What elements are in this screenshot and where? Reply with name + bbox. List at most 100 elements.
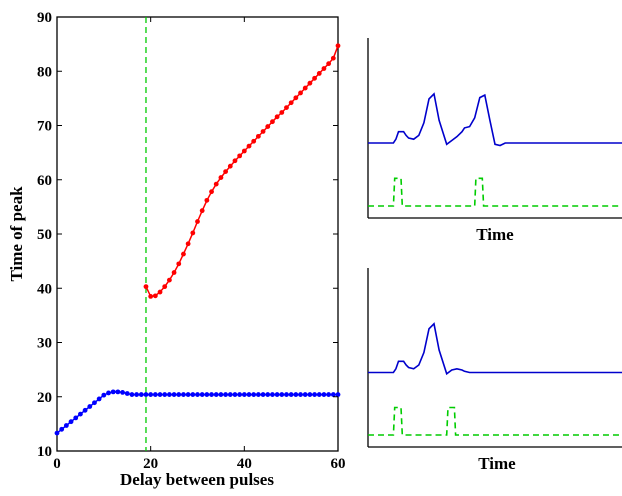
trace-plot-top: Time: [367, 38, 622, 244]
data-point: [288, 392, 294, 397]
trace-top-series: [368, 92, 622, 207]
data-point: [316, 392, 322, 397]
data-point: [54, 430, 60, 436]
data-point: [293, 95, 299, 101]
data-point: [302, 85, 308, 91]
data-point: [232, 392, 238, 397]
data-point: [270, 119, 275, 125]
data-point: [124, 391, 130, 396]
data-point: [115, 389, 121, 395]
data-point: [241, 392, 247, 397]
data-point: [260, 392, 266, 397]
data-point: [265, 392, 271, 397]
y-tick-label: 90: [37, 10, 52, 26]
y-tick-label: 70: [37, 119, 52, 135]
y-tick-label: 60: [37, 173, 52, 189]
response-trace-line: [368, 322, 622, 376]
data-point: [288, 100, 294, 106]
response-trace-line: [368, 92, 622, 147]
data-point: [181, 392, 186, 397]
data-point: [284, 392, 289, 397]
y-tick-label: 80: [37, 64, 52, 80]
data-point: [181, 251, 186, 257]
data-point: [148, 392, 154, 397]
data-point: [237, 392, 243, 397]
data-point: [120, 390, 125, 395]
data-point: [270, 392, 275, 397]
data-point: [321, 66, 327, 71]
data-point: [190, 392, 196, 397]
data-point: [265, 124, 271, 129]
trace-top-x-label: Time: [476, 225, 514, 244]
data-point: [223, 392, 229, 397]
data-point: [204, 197, 210, 203]
y-tick-label: 50: [37, 227, 52, 243]
data-point: [199, 208, 205, 214]
data-point: [260, 129, 266, 134]
data-point: [284, 105, 289, 110]
data-point: [293, 392, 299, 397]
data-point: [167, 277, 172, 283]
data-point: [157, 392, 163, 397]
data-point: [213, 181, 219, 187]
data-point: [110, 389, 116, 395]
trace-bottom-series: [368, 322, 622, 436]
data-point: [218, 392, 224, 397]
trace-plot-bottom: Time: [367, 268, 622, 473]
x-tick-label: 0: [53, 456, 61, 472]
data-point: [152, 392, 158, 397]
data-point: [204, 392, 210, 397]
y-tick-label: 20: [37, 390, 52, 406]
data-point: [312, 392, 317, 397]
data-point: [298, 90, 303, 96]
data-point: [232, 158, 238, 164]
data-point: [223, 169, 229, 175]
data-point: [335, 43, 341, 49]
data-point: [101, 392, 107, 398]
y-tick-label: 40: [37, 281, 52, 297]
data-point: [162, 284, 168, 290]
data-point: [307, 392, 313, 397]
data-point: [330, 55, 336, 61]
data-point: [171, 392, 177, 397]
data-point: [246, 143, 252, 149]
data-point: [176, 392, 182, 397]
data-point: [298, 392, 303, 397]
main-plot-x-ticks: 0 20 40 60: [53, 17, 346, 472]
x-tick-label: 40: [237, 456, 252, 472]
data-point: [227, 163, 233, 169]
main-y-axis-label: Time of peak: [7, 186, 26, 282]
data-point: [78, 411, 83, 417]
data-point: [129, 392, 135, 397]
data-point: [190, 230, 196, 236]
data-point: [143, 392, 149, 397]
main-plot-y-ticks: 10 20 30 40 50 60 70 80 90: [37, 10, 338, 460]
data-point: [307, 80, 313, 86]
data-point: [255, 133, 261, 139]
data-point: [335, 392, 341, 397]
main-plot-frame: [56, 16, 339, 452]
x-tick-label: 60: [331, 456, 346, 472]
data-point: [92, 400, 97, 406]
data-point: [209, 189, 214, 195]
main-x-axis-label: Delay between pulses: [120, 470, 274, 489]
data-point: [246, 392, 252, 397]
data-point: [251, 392, 257, 397]
data-point: [302, 392, 308, 397]
main-plot: 0 20 40 60 10 20 30 40 50 60 70 80 90 Delay between…: [7, 10, 346, 489]
data-point: [326, 392, 332, 397]
data-point: [143, 284, 149, 290]
data-point: [330, 392, 336, 397]
data-point: [218, 175, 224, 180]
stimulus-pulse-line: [368, 406, 622, 436]
data-point: [162, 392, 168, 397]
data-point: [255, 392, 261, 397]
y-tick-label: 10: [37, 444, 52, 460]
data-point: [134, 392, 140, 397]
data-point: [195, 219, 200, 224]
y-tick-label: 30: [37, 336, 52, 352]
data-point: [157, 289, 163, 295]
data-point: [274, 392, 280, 397]
data-point: [227, 392, 233, 397]
